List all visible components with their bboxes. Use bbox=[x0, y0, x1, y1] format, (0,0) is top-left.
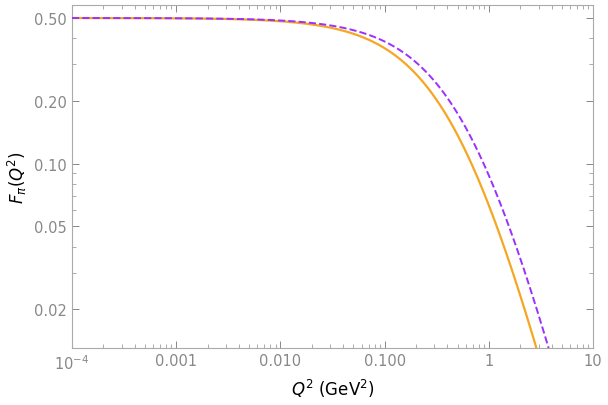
X-axis label: $Q^2$ (GeV$^2$): $Q^2$ (GeV$^2$) bbox=[291, 377, 375, 399]
Y-axis label: $F_{\pi}(Q^2)$: $F_{\pi}(Q^2)$ bbox=[5, 151, 29, 203]
